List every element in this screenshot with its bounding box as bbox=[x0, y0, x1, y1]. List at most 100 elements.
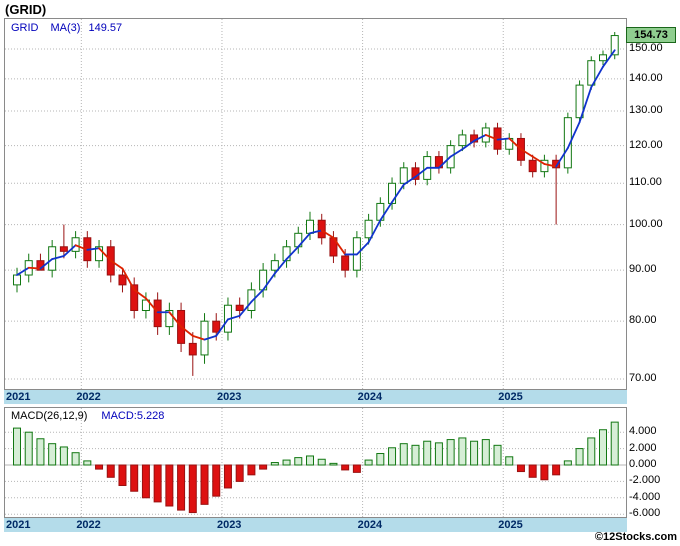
candle-body bbox=[563, 117, 572, 169]
ma-segment bbox=[355, 241, 370, 256]
macd-bar bbox=[282, 459, 291, 466]
candle-body bbox=[188, 342, 197, 356]
candle-body bbox=[388, 182, 397, 204]
macd-bar bbox=[188, 464, 197, 514]
macd-bar bbox=[516, 464, 525, 473]
macd-bar bbox=[599, 429, 607, 466]
candle-body bbox=[341, 255, 350, 271]
macd-panel: MACD(26,12,9) MACD:5.228 bbox=[4, 407, 627, 518]
ma-segment bbox=[508, 137, 522, 151]
price-gridlines bbox=[5, 19, 626, 389]
price-tick-label: 90.00 bbox=[629, 263, 657, 276]
macd-bar bbox=[95, 464, 104, 470]
macd-bar bbox=[48, 443, 57, 466]
ma-segment bbox=[121, 267, 136, 291]
candle-body bbox=[575, 84, 584, 119]
macd-bar bbox=[294, 457, 303, 466]
candle-body bbox=[282, 246, 291, 262]
macd-bar bbox=[458, 437, 467, 466]
ma-segment bbox=[555, 147, 569, 168]
macd-bar bbox=[317, 458, 326, 466]
price-chart-panel: GRID MA(3) 149.57 bbox=[4, 18, 627, 390]
macd-bar bbox=[259, 464, 268, 470]
price-tick-label: 80.00 bbox=[629, 314, 657, 327]
macd-tick-label: -4.000 bbox=[629, 490, 661, 503]
legend-ma-value: 149.57 bbox=[88, 22, 123, 34]
macd-bar bbox=[423, 440, 432, 466]
candle-body bbox=[528, 159, 537, 173]
macd-tick-label: -2.000 bbox=[629, 474, 661, 487]
x-axis-year-label: 2021 bbox=[6, 519, 31, 531]
macd-bar bbox=[610, 421, 619, 466]
macd-bar bbox=[575, 448, 584, 466]
macd-tick-label: 0.000 bbox=[629, 458, 657, 470]
macd-bar bbox=[434, 442, 443, 466]
macd-bar bbox=[341, 464, 350, 471]
macd-bar bbox=[352, 464, 361, 473]
macd-bar bbox=[165, 464, 174, 507]
candle-body bbox=[118, 274, 127, 286]
ma-segment bbox=[367, 219, 382, 244]
macd-header: MACD(26,12,9) MACD:5.228 bbox=[11, 410, 164, 422]
macd-bar bbox=[247, 464, 256, 476]
macd-label: MACD(26,12,9) bbox=[11, 410, 88, 422]
candle-body bbox=[141, 299, 150, 311]
ma-segment bbox=[602, 49, 616, 68]
page-title: (GRID) bbox=[5, 2, 47, 17]
candle-body bbox=[587, 60, 596, 86]
price-tick-label: 100.00 bbox=[629, 217, 663, 230]
ma-segment bbox=[566, 121, 581, 149]
macd-bar bbox=[388, 447, 397, 466]
macd-bar bbox=[71, 452, 80, 466]
ma-segment bbox=[391, 183, 405, 203]
ma-segment bbox=[273, 258, 288, 275]
macd-bar bbox=[306, 455, 314, 466]
macd-histogram bbox=[5, 408, 626, 517]
macd-bar bbox=[270, 462, 279, 466]
x-axis-year-label: 2025 bbox=[498, 391, 523, 403]
ma-segment bbox=[590, 65, 604, 89]
ma-segment bbox=[449, 148, 464, 158]
ma-segment bbox=[145, 297, 159, 314]
ma-segment bbox=[16, 266, 30, 276]
ma-segment bbox=[438, 155, 452, 169]
ma-segment bbox=[86, 247, 100, 251]
macd-bar bbox=[153, 464, 162, 503]
macd-bar bbox=[130, 464, 139, 492]
macd-bar bbox=[540, 464, 549, 481]
ma-segment bbox=[203, 334, 218, 341]
macd-bar bbox=[493, 444, 502, 466]
macd-y-axis: 4.000 2.000 0.000 -2.000 -4.000 -6.000 bbox=[629, 407, 679, 519]
ma-segment bbox=[133, 288, 147, 300]
ma-segment bbox=[215, 318, 229, 337]
macd-bar bbox=[235, 464, 244, 482]
candle-body bbox=[458, 134, 467, 147]
macd-bar bbox=[106, 464, 115, 478]
macd-bar bbox=[364, 459, 373, 466]
legend-ma-label: MA(3) bbox=[50, 22, 81, 34]
macd-bar bbox=[481, 439, 490, 466]
candle-body bbox=[399, 167, 408, 184]
x-axis-band-bottom: 2021 2022 2023 2024 2025 bbox=[4, 518, 627, 532]
ma-segment bbox=[520, 148, 534, 158]
ma-segment bbox=[51, 255, 65, 261]
macd-bar bbox=[528, 464, 537, 478]
price-tick-label: 150.00 bbox=[629, 42, 663, 54]
legend-symbol: GRID bbox=[11, 22, 39, 34]
macd-bar bbox=[83, 460, 92, 466]
ma-segment bbox=[39, 258, 54, 270]
macd-bar bbox=[505, 456, 514, 466]
ma-segment bbox=[74, 244, 89, 251]
ma-segment bbox=[402, 175, 417, 186]
ma-segment bbox=[543, 163, 558, 168]
macd-bar bbox=[223, 464, 232, 489]
ma-segment bbox=[109, 259, 124, 270]
ma-segment bbox=[191, 334, 206, 341]
macd-bar bbox=[563, 460, 572, 466]
macd-gridlines bbox=[5, 408, 626, 517]
macd-bar bbox=[376, 453, 385, 466]
ma-line bbox=[16, 49, 616, 341]
chart-legend: GRID MA(3) 149.57 bbox=[11, 22, 122, 34]
ma-segment bbox=[285, 245, 300, 261]
